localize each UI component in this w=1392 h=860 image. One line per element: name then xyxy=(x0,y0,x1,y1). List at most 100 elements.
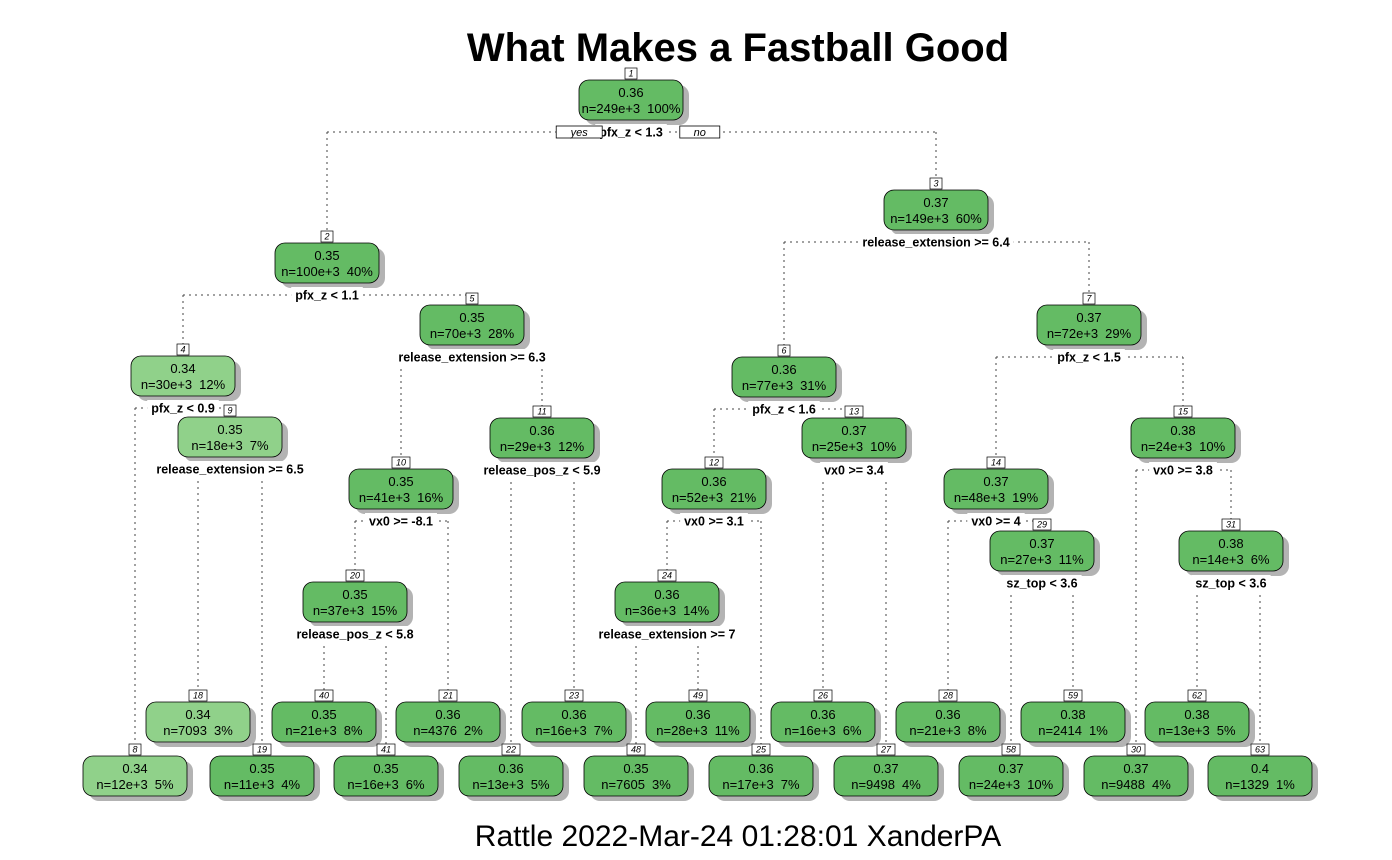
node-value: 0.35 xyxy=(623,761,648,776)
node-n: n=24e+3 xyxy=(1141,439,1192,454)
node-id: 3 xyxy=(933,179,938,189)
node-box xyxy=(895,701,1001,743)
node-id-tag xyxy=(128,743,142,756)
node-pct: 6% xyxy=(843,723,862,738)
node-box xyxy=(583,755,689,797)
node-id-tag xyxy=(1032,518,1052,531)
node-pct: 100% xyxy=(647,101,681,116)
node-value: 0.37 xyxy=(983,474,1008,489)
node-id: 22 xyxy=(505,745,516,755)
node-value: 0.38 xyxy=(1060,707,1085,722)
node-value: 0.36 xyxy=(654,587,679,602)
node-n: n=9488 xyxy=(1101,777,1145,792)
node-id: 25 xyxy=(755,745,767,755)
node-pct: 6% xyxy=(1251,552,1270,567)
node-count: n=21e+3 8% xyxy=(285,723,363,738)
node-n: n=24e+3 xyxy=(969,777,1020,792)
split-rule: release_pos_z < 5.8 xyxy=(296,628,413,642)
split-label-14: vx0 >= 4 xyxy=(967,513,1025,529)
tree-node-59: 0.38n=2414 1% 59 xyxy=(1020,689,1131,747)
node-n: n=16e+3 xyxy=(535,723,586,738)
split-label-7: pfx_z < 1.5 xyxy=(1053,349,1125,365)
node-value: 0.4 xyxy=(1251,761,1269,776)
node-pct: 4% xyxy=(281,777,300,792)
node-id: 12 xyxy=(709,458,719,468)
node-id-tag xyxy=(1063,689,1083,702)
node-count: n=52e+3 21% xyxy=(672,490,757,505)
tree-node-28: 0.36n=21e+3 8% 28 xyxy=(895,689,1006,747)
tree-node-58: 0.37n=24e+3 10% 58 xyxy=(958,743,1069,801)
node-id-tag xyxy=(777,344,791,357)
node-value: 0.36 xyxy=(685,707,710,722)
node-n: n=14e+3 xyxy=(1192,552,1243,567)
split-label-31: sz_top < 3.6 xyxy=(1191,575,1271,591)
node-value: 0.36 xyxy=(529,423,554,438)
node-n: n=41e+3 xyxy=(359,490,410,505)
node-id-tag xyxy=(176,343,190,356)
node-id-tag xyxy=(320,230,334,243)
node-box xyxy=(458,755,564,797)
split-label-bg xyxy=(858,234,1014,250)
tree-node-40: 0.35n=21e+3 8% 40 xyxy=(271,689,382,747)
node-box xyxy=(1207,755,1313,797)
node-value: 0.36 xyxy=(935,707,960,722)
node-id: 4 xyxy=(180,345,185,355)
node-box xyxy=(883,189,989,231)
split-rule: vx0 >= -8.1 xyxy=(369,515,433,529)
split-label-bg xyxy=(748,401,820,417)
node-count: n=70e+3 28% xyxy=(430,326,515,341)
node-value: 0.37 xyxy=(998,761,1023,776)
node-count: n=24e+3 10% xyxy=(1141,439,1226,454)
split-rule: pfx_z < 1.5 xyxy=(1057,351,1121,365)
node-box xyxy=(614,581,720,623)
node-id: 13 xyxy=(849,407,859,417)
node-value: 0.36 xyxy=(810,707,835,722)
node-box xyxy=(770,701,876,743)
split-label-4: pfx_z < 0.9 xyxy=(147,400,219,416)
node-box xyxy=(82,755,188,797)
node-count: n=100e+3 40% xyxy=(281,264,373,279)
node-id-tag xyxy=(688,689,708,702)
node-id-tag xyxy=(223,404,237,417)
node-box xyxy=(209,755,315,797)
node-pct: 4% xyxy=(902,777,921,792)
node-n: n=4376 xyxy=(413,723,457,738)
node-id: 9 xyxy=(227,406,232,416)
tree-node-26: 0.36n=16e+3 6% 26 xyxy=(770,689,881,747)
split-rule: release_extension >= 6.4 xyxy=(862,236,1009,250)
node-id-tag xyxy=(938,689,958,702)
tree-node-63: 0.4n=1329 1% 63 xyxy=(1207,743,1318,801)
node-value: 0.36 xyxy=(701,474,726,489)
node-count: n=13e+3 5% xyxy=(1158,723,1236,738)
node-count: n=1329 1% xyxy=(1225,777,1295,792)
tree-node-4: 0.34n=30e+3 12% 4 xyxy=(130,343,241,401)
node-n: n=25e+3 xyxy=(812,439,863,454)
node-pct: 1% xyxy=(1089,723,1108,738)
node-n: n=9498 xyxy=(851,777,895,792)
node-n: n=13e+3 xyxy=(1158,723,1209,738)
node-n: n=29e+3 xyxy=(500,439,551,454)
split-rule: release_extension >= 6.3 xyxy=(398,351,545,365)
node-pct: 7% xyxy=(594,723,613,738)
node-count: n=4376 2% xyxy=(413,723,483,738)
split-rule: release_extension >= 7 xyxy=(599,628,736,642)
node-pct: 14% xyxy=(683,603,709,618)
no-branch-label: no xyxy=(679,125,721,139)
node-pct: 29% xyxy=(1105,326,1131,341)
node-box xyxy=(989,530,1095,572)
tree-node-18: 0.34n=7093 3% 18 xyxy=(145,689,256,747)
node-pct: 12% xyxy=(199,377,225,392)
node-id: 63 xyxy=(1255,745,1265,755)
split-label-13: vx0 >= 3.4 xyxy=(820,462,888,478)
node-id-tag xyxy=(188,689,208,702)
tree-node-5: 0.35n=70e+3 28% 5 xyxy=(419,292,530,350)
node-id: 14 xyxy=(991,458,1001,468)
node-id-tag xyxy=(624,67,638,80)
node-pct: 16% xyxy=(417,490,443,505)
node-id: 58 xyxy=(1006,745,1016,755)
node-box xyxy=(1036,304,1142,346)
node-id: 41 xyxy=(381,745,391,755)
node-n: n=100e+3 xyxy=(281,264,340,279)
node-n: n=17e+3 xyxy=(722,777,773,792)
tree-node-10: 0.35n=41e+3 16% 10 xyxy=(348,456,459,514)
